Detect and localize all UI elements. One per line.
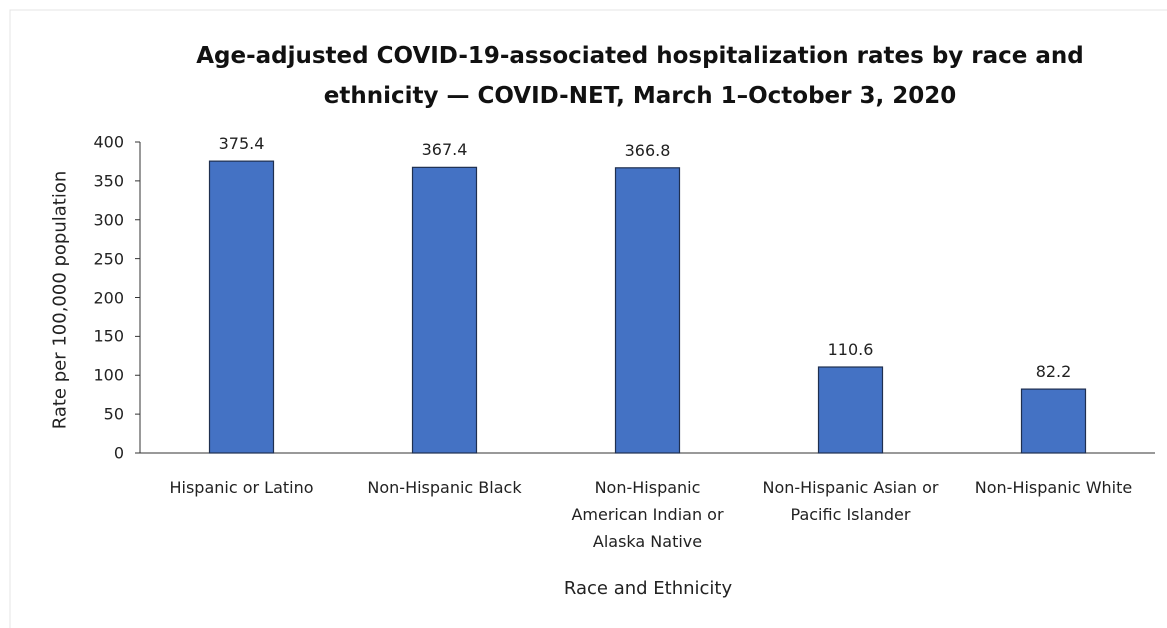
- bar: [208, 160, 275, 454]
- y-tick-label: 50: [103, 404, 124, 424]
- data-label: 82.2: [1035, 362, 1072, 382]
- y-tick-label: 100: [93, 365, 124, 385]
- bar: [614, 167, 681, 454]
- x-tick-label: Non-Hispanic Asian or Pacific Islander: [762, 478, 939, 524]
- y-tick-label: 150: [93, 326, 124, 346]
- y-tick-label: 350: [93, 171, 124, 191]
- x-tick-label: Hispanic or Latino: [169, 478, 314, 497]
- data-label: 367.4: [421, 140, 468, 160]
- frame: [9, 9, 1167, 628]
- data-label: 375.4: [218, 134, 265, 154]
- y-tick-label: 250: [93, 249, 124, 269]
- x-axis-title: Race and Ethnicity: [563, 578, 733, 599]
- data-label: 366.8: [624, 140, 671, 160]
- y-tick-label: 400: [93, 132, 124, 152]
- chart-title: Age-adjusted COVID-19-associated hospita…: [196, 43, 1084, 109]
- y-tick-label: 200: [93, 288, 124, 307]
- x-tick-label: Non-Hispanic American Indian or Alaska N…: [571, 478, 724, 551]
- data-label: 110.6: [827, 340, 874, 359]
- bar: [411, 166, 478, 454]
- bar: [817, 366, 884, 454]
- x-tick-label: Non-Hispanic Black: [367, 478, 522, 497]
- x-tick-label: Non-Hispanic White: [974, 478, 1133, 497]
- bar: [1020, 388, 1087, 454]
- y-tick-label: 300: [93, 210, 124, 230]
- y-tick-label: 0: [113, 443, 124, 463]
